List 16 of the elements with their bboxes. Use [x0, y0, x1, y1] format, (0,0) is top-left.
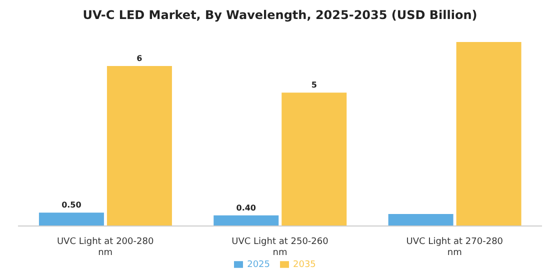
- chart-title: UV-C LED Market, By Wavelength, 2025-2035 (USD Billion): [82, 8, 478, 24]
- x-tick-label: UVC Light at 250-260 nm: [232, 237, 329, 258]
- bar: [106, 66, 172, 226]
- bar: [282, 92, 347, 226]
- data-label: 5: [311, 80, 318, 90]
- x-tick-label: UVC Light at 270-280 nm: [406, 237, 504, 258]
- data-label: 0.40: [236, 203, 256, 212]
- bar: [214, 215, 279, 226]
- bar: [388, 214, 454, 226]
- bar: [456, 42, 522, 226]
- legend-label: 2025: [247, 260, 270, 270]
- data-label: 6: [136, 54, 143, 63]
- x-tick-label: UVC Light at 200-280 nm: [56, 237, 154, 258]
- data-label: 0.50: [62, 200, 82, 210]
- legend-label: 2035: [293, 260, 316, 270]
- bar: [38, 212, 104, 226]
